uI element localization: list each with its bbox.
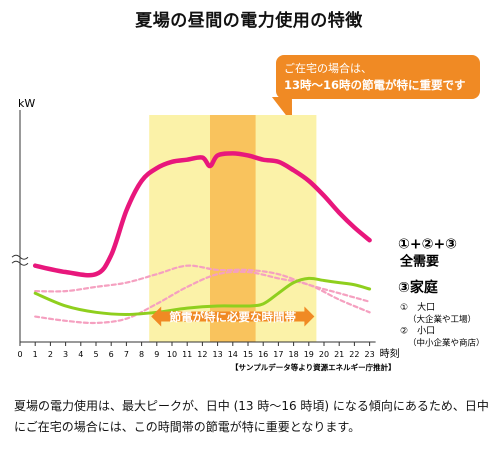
x-tick-label: 19 bbox=[304, 350, 314, 359]
y-axis-label: kW bbox=[18, 97, 35, 110]
highlight-band-peak bbox=[210, 115, 256, 342]
page-title: 夏場の昼間の電力使用の特徴 bbox=[135, 11, 363, 31]
x-tick-label: 11 bbox=[182, 350, 192, 359]
x-tick-label: 10 bbox=[167, 350, 177, 359]
x-tick-label: 17 bbox=[273, 350, 283, 359]
callout-line-2: 13時～16時の節電が特に重要です bbox=[284, 78, 466, 92]
x-tick-label: 16 bbox=[258, 350, 268, 359]
arrow-band bbox=[151, 306, 315, 327]
x-tick-label: 4 bbox=[78, 350, 83, 359]
x-tick-label: 20 bbox=[319, 350, 329, 359]
legend-total: ①+②+③ bbox=[398, 237, 457, 253]
callout-line-1: ご在宅の場合は、 bbox=[284, 62, 372, 75]
x-tick-label: 7 bbox=[124, 350, 129, 359]
x-tick-label: 9 bbox=[154, 350, 159, 359]
x-tick-label: 13 bbox=[213, 350, 223, 359]
legend-large-sub: （大企業や工場） bbox=[408, 314, 476, 325]
legend-small: ② 小口 bbox=[400, 325, 435, 336]
source-note: 【サンプルデータ等より資源エネルギー庁推計】 bbox=[231, 362, 396, 372]
x-tick-label: 22 bbox=[349, 350, 359, 359]
callout-bubble: ご在宅の場合は、 13時～16時の節電が特に重要です bbox=[276, 55, 480, 99]
x-axis-label: 時刻 bbox=[380, 347, 400, 360]
series-household bbox=[33, 276, 372, 316]
x-tick-label: 2 bbox=[48, 350, 53, 359]
x-tick-label: 12 bbox=[197, 350, 207, 359]
legend-large: ① 大口 bbox=[400, 301, 435, 313]
legend-total-sub: 全需要 bbox=[399, 254, 439, 270]
x-tick-label: 18 bbox=[289, 350, 299, 359]
x-tick-label: 14 bbox=[228, 350, 238, 359]
series-total-demand bbox=[32, 151, 372, 278]
series-small-users bbox=[34, 270, 371, 325]
explanation-note: 夏場の電力使用は、最大ピークが、日中 (13 時～16 時頃) になる傾向にある… bbox=[14, 399, 489, 434]
x-tick-label: 8 bbox=[139, 350, 144, 359]
legend-household: ③家庭 bbox=[398, 279, 439, 296]
x-tick-label: 5 bbox=[93, 350, 98, 359]
x-tick-label: 1 bbox=[33, 350, 38, 359]
axis-break-mark bbox=[11, 254, 29, 266]
x-tick-label: 6 bbox=[109, 350, 114, 359]
highlight-label: 節電が特に必要な時間帯 bbox=[169, 310, 297, 324]
legend-small-sub: （中小企業や商店） bbox=[408, 337, 485, 348]
x-tick-label: 15 bbox=[243, 350, 253, 359]
x-tick-label: 23 bbox=[365, 350, 375, 359]
x-tick-label: 21 bbox=[334, 350, 344, 359]
x-tick-label: 3 bbox=[63, 350, 68, 359]
x-tick-label: 0 bbox=[17, 350, 22, 359]
power-usage-chart: kW0 1 2 3 4 5 6 7 8 9 10 11 12 13 14 15 16 17 18 19 20 21 22 23… bbox=[11, 97, 485, 372]
